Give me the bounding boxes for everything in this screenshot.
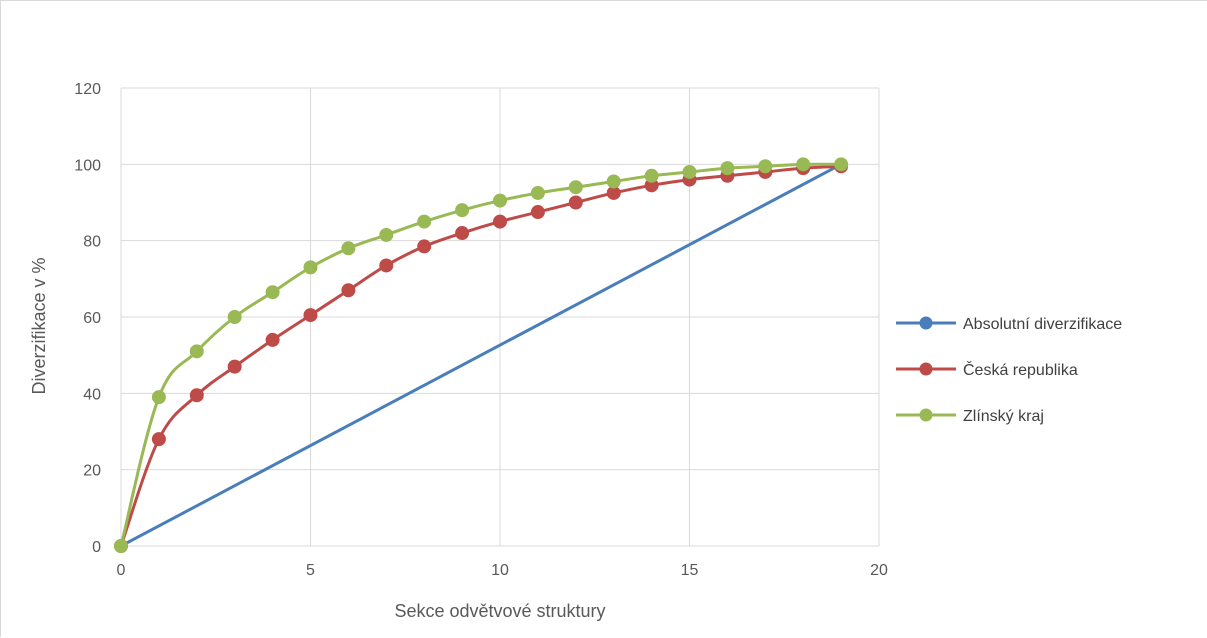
- series-2-point: [493, 214, 507, 229]
- series-2-point: [151, 432, 166, 447]
- legend-label-3: Zlínský kraj: [963, 408, 1044, 425]
- y-tick-labels: 0 20 40 60 80 100 120: [74, 81, 101, 556]
- series-3-point: [455, 203, 470, 218]
- y-tick-label: 20: [83, 463, 101, 480]
- y-tick-label: 60: [83, 310, 101, 327]
- series-3-point: [568, 180, 583, 195]
- series-3-point: [189, 344, 204, 359]
- y-tick-label: 80: [83, 234, 101, 251]
- series-3-point: [114, 539, 128, 553]
- series-2-point: [265, 332, 280, 347]
- series-3-point: [341, 241, 356, 256]
- series-3-point: [644, 168, 659, 183]
- series-3-point: [493, 193, 507, 208]
- series-2-point: [530, 205, 545, 220]
- y-tick-label: 0: [92, 539, 101, 556]
- series-markers: [114, 157, 849, 553]
- series-3-point: [796, 157, 811, 172]
- series-3-point: [303, 260, 318, 275]
- legend: Absolutní diverzifikace Česká republika Zl…: [896, 316, 1122, 425]
- legend-marker-2: [919, 362, 933, 376]
- series-2-point: [227, 359, 242, 374]
- series-2-point: [379, 258, 394, 273]
- legend-marker-1: [919, 316, 933, 330]
- x-tick-label: 20: [870, 562, 888, 579]
- series-3-point: [417, 214, 432, 229]
- series-2-point: [417, 239, 432, 254]
- series-line-1: [119, 162, 843, 548]
- series-3-point: [265, 285, 280, 300]
- series-3-point: [758, 159, 773, 174]
- x-tick-label: 5: [306, 562, 315, 579]
- series-3-point: [379, 227, 394, 242]
- legend-label-2: Česká republika: [963, 360, 1078, 379]
- x-tick-label: 10: [491, 562, 509, 579]
- x-tick-label: 15: [681, 562, 699, 579]
- series-3-point: [682, 164, 697, 179]
- series-2-point: [455, 226, 470, 241]
- series-3-point: [227, 310, 242, 324]
- x-tick-labels: 0 5 10 15 20: [117, 562, 888, 579]
- series-2-point: [303, 308, 318, 323]
- legend-marker-3: [919, 408, 933, 422]
- series-3-point: [606, 174, 621, 189]
- series-lines: [119, 162, 843, 548]
- legend-label-1: Absolutní diverzifikace: [963, 316, 1122, 333]
- series-2-point: [568, 195, 583, 210]
- series-3-point: [720, 161, 735, 176]
- y-tick-label: 100: [74, 157, 101, 174]
- y-tick-label: 120: [74, 81, 101, 98]
- series-3-point: [834, 157, 849, 172]
- grid-lines: [120, 87, 880, 547]
- series-2-point: [341, 283, 356, 298]
- x-tick-label: 0: [117, 562, 126, 579]
- series-3-point: [530, 185, 545, 200]
- y-axis-title: Diverzifikace v %: [29, 257, 49, 394]
- x-axis-title: Sekce odvětvové struktury: [394, 601, 605, 621]
- y-tick-label: 40: [83, 386, 101, 403]
- series-3-point: [151, 390, 166, 405]
- series-2-point: [189, 388, 204, 403]
